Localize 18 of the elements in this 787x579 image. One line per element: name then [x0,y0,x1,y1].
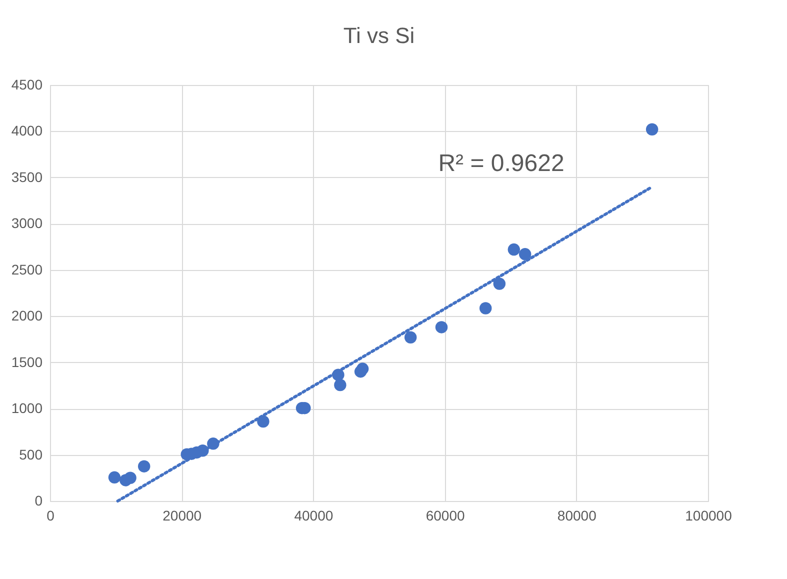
annotation: R² = 0.9622 [438,150,564,178]
y-tick-label: 3500 [11,168,43,185]
x-tick-label: 100000 [685,508,732,524]
y-tick-label: 2500 [11,261,43,278]
y-tick-label: 2000 [11,308,43,324]
x-tick-label: 40000 [294,508,334,524]
y-tick-label: 500 [19,446,43,462]
chart-title: Ti vs Si [343,23,415,48]
y-tick-label: 1000 [11,400,43,416]
y-tick-label: 3000 [11,215,43,232]
y-tick-label: 1500 [11,354,43,370]
x-tick-label: 20000 [162,508,202,524]
y-tick-label: 4000 [11,122,43,139]
x-tick-label: 60000 [426,508,465,524]
x-tick-label: 0 [46,508,55,524]
x-tick-label: 80000 [557,508,597,524]
y-tick-label: 0 [34,492,43,508]
y-tick-label: 4500 [11,76,43,92]
